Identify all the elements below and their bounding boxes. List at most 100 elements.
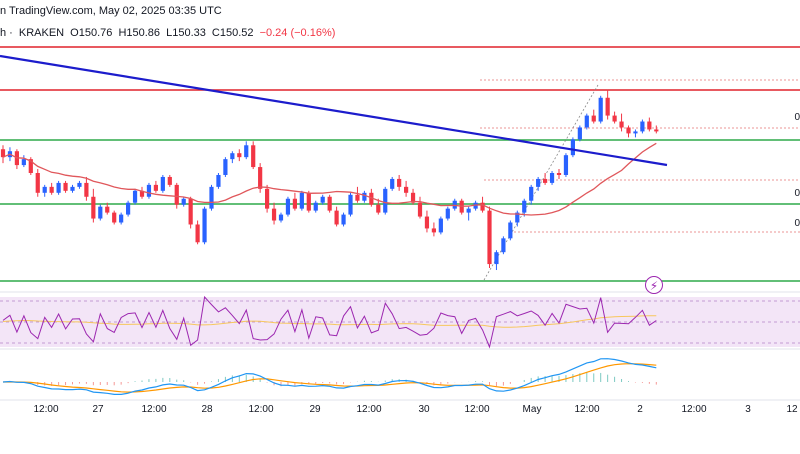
candle-body <box>376 204 381 213</box>
candle-body <box>445 208 450 219</box>
candle-body <box>633 131 638 134</box>
rsi-ma-line <box>2 315 657 328</box>
candle-body <box>501 238 506 253</box>
bearish-trendline <box>0 54 668 167</box>
candle-body <box>160 176 165 191</box>
x-axis-tick-label: 27 <box>92 404 104 415</box>
candle-body <box>591 115 596 122</box>
candle-body <box>98 206 103 219</box>
candle-body <box>209 186 214 209</box>
price-axis-label: 0 <box>794 188 800 199</box>
candle-body <box>563 155 569 175</box>
candle-body <box>195 224 200 243</box>
candle-body <box>529 186 534 201</box>
candle-body <box>42 186 47 193</box>
source-header: n TradingView.com, May 02, 2025 03:35 UT… <box>0 5 222 17</box>
candle-body <box>112 212 117 223</box>
candle-body <box>452 200 457 209</box>
x-axis-tick-label: 2 <box>637 404 643 415</box>
candle-body <box>126 202 131 215</box>
candle-body <box>49 186 54 193</box>
exchange-name: KRAKEN <box>18 27 65 39</box>
price-axis-label: 0 <box>794 112 800 123</box>
candle-body <box>119 214 124 223</box>
candle-body <box>223 159 228 175</box>
candle-body <box>473 202 478 209</box>
candle-body <box>77 182 82 187</box>
x-axis-tick-label: 30 <box>418 404 430 415</box>
candle-body <box>251 145 256 168</box>
low-value: L150.33 <box>166 27 206 39</box>
candle-body <box>348 194 353 215</box>
source-text: n TradingView.com, May 02, 2025 03:35 UT… <box>0 5 222 17</box>
candle-body <box>132 190 138 203</box>
symbol-name: h <box>0 27 7 39</box>
lightning-icon[interactable]: ⚡ <box>645 276 663 294</box>
candle-body <box>139 190 145 197</box>
candle-body <box>654 129 659 132</box>
candle-body <box>153 184 158 191</box>
candle-body <box>383 188 388 213</box>
candle-body <box>188 198 193 225</box>
fib-diagonal <box>483 84 599 281</box>
candle-body <box>56 182 61 193</box>
x-axis-tick-label: 12:00 <box>141 404 167 415</box>
x-axis-tick-label: 12:00 <box>464 404 490 415</box>
candle-body <box>258 167 263 189</box>
macd-signal-line <box>2 363 657 393</box>
candle-body <box>327 196 332 211</box>
candle-body <box>306 192 311 211</box>
candle-body <box>244 145 249 158</box>
change-value: −0.24 (−0.16%) <box>259 27 336 39</box>
candle-body <box>285 198 291 215</box>
candle-body <box>438 218 443 233</box>
x-axis-tick-label: 12 <box>786 404 798 415</box>
candle-body <box>577 127 582 140</box>
candle-body <box>410 192 416 203</box>
candle-body <box>424 216 430 229</box>
candle-body <box>237 153 242 158</box>
candle-body <box>598 97 603 122</box>
candle-body <box>640 121 645 132</box>
x-axis-tick-label: 29 <box>309 404 321 415</box>
candle-body <box>292 198 297 209</box>
candle-body <box>404 186 409 193</box>
candle-body <box>494 252 499 265</box>
candle-body <box>341 214 346 225</box>
candle-body <box>334 210 339 225</box>
candle-body <box>397 178 402 187</box>
x-axis-tick-label: 12:00 <box>33 404 59 415</box>
candle-body <box>174 184 179 205</box>
moving-average-line <box>2 142 657 216</box>
x-axis-tick-label: 12:00 <box>248 404 274 415</box>
candle-body <box>417 202 423 217</box>
x-axis-tick-label: 3 <box>745 404 751 415</box>
candle-body <box>313 202 318 211</box>
x-axis-tick-label: May <box>522 404 542 415</box>
open-value: O150.76 <box>70 27 113 39</box>
candle-body <box>626 127 631 134</box>
candle-body <box>522 200 527 213</box>
candle-body <box>619 121 624 128</box>
candle-body <box>584 115 589 128</box>
candle-body <box>35 173 40 193</box>
candle-body <box>70 186 75 191</box>
candle-body <box>91 196 96 219</box>
candle-body <box>647 121 652 130</box>
candle-body <box>605 97 610 116</box>
symbol-ohlc-legend[interactable]: h · KRAKEN O150.76 H150.86 L150.33 C150.5… <box>0 27 336 39</box>
candle-body <box>515 212 520 223</box>
candle-body <box>390 178 395 189</box>
candle-body <box>612 115 617 122</box>
candle-body <box>362 192 367 201</box>
candle-body <box>146 184 152 197</box>
candle-body <box>230 153 235 160</box>
candle-body <box>543 178 548 183</box>
close-value: C150.52 <box>211 27 254 39</box>
macd-line <box>2 358 657 395</box>
candle-body <box>355 194 360 201</box>
x-axis-tick-label: 12:00 <box>574 404 600 415</box>
candle-body <box>84 182 89 197</box>
